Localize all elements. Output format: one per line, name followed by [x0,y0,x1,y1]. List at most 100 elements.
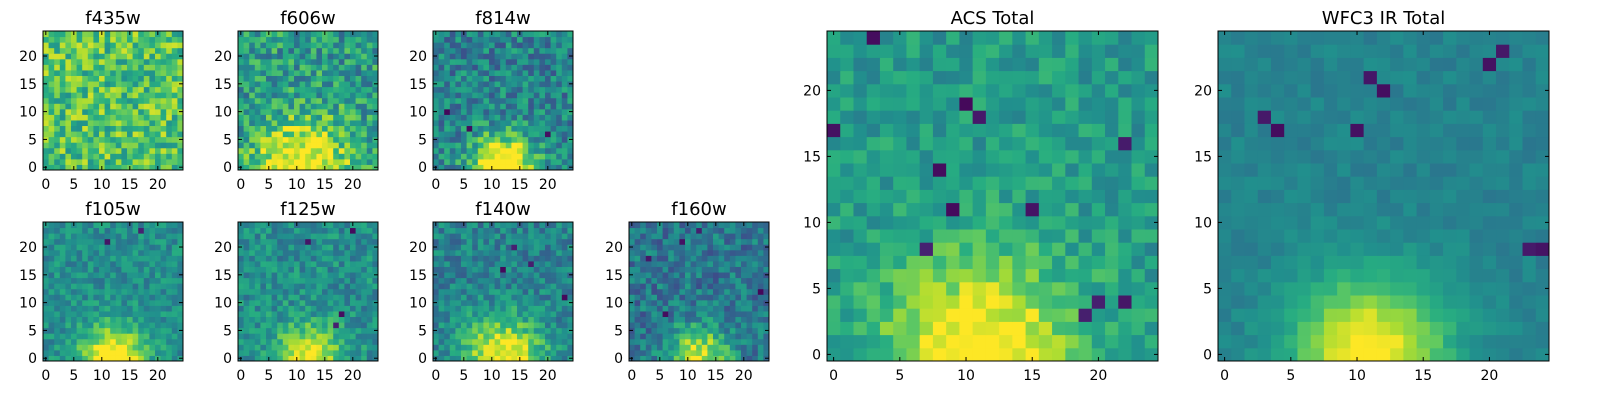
heatmap-cell [853,295,868,309]
heatmap-cell [132,272,139,279]
heatmap-cell [1105,321,1119,336]
heatmap-cell [561,53,568,60]
heatmap-cell [433,114,440,121]
heatmap-cell [372,114,379,121]
heatmap-cell [48,294,55,301]
heatmap-cell [840,229,854,243]
heatmap-cell [71,349,78,356]
heatmap-cell [76,344,83,351]
heatmap-cell [87,266,94,273]
heatmap-cell [266,158,273,165]
heatmap-cell [466,47,473,54]
heatmap-cell [455,283,462,290]
heatmap-cell [533,147,540,154]
heatmap-cell [707,249,714,256]
heatmap-cell [466,249,473,256]
heatmap-cell [260,31,267,38]
heatmap-cell [539,255,546,262]
heatmap-cell [310,86,317,93]
heatmap-cell [629,227,636,234]
heatmap-cell [71,108,78,115]
heatmap-cell [299,349,306,356]
heatmap-cell [1091,281,1106,296]
y-tick-label: 5 [28,132,37,148]
heatmap-cell [444,53,451,60]
heatmap-cell [696,333,703,340]
heatmap-cell [110,42,117,49]
heatmap-cell [919,149,934,164]
heatmap-cell [645,327,652,334]
heatmap-cell [567,31,574,38]
heatmap-cell [177,125,184,132]
heatmap-cell [449,355,456,362]
heatmap-cell [43,86,50,93]
heatmap-cell [127,97,134,104]
heatmap-cell [472,108,479,115]
heatmap-cell [645,249,652,256]
heatmap-cell [455,338,462,345]
heatmap-cell [713,272,720,279]
heatmap-cell [266,349,273,356]
heatmap-cell [1025,189,1040,204]
heatmap-cell [505,31,512,38]
heatmap-cell [277,255,284,262]
heatmap-cell [310,103,317,110]
heatmap-cell [322,131,329,138]
heatmap-cell [668,266,675,273]
heatmap-cell [556,164,563,171]
heatmap-cell [299,75,306,82]
heatmap-cell [679,288,686,295]
heatmap-cell [634,322,641,329]
heatmap-cell [932,215,947,230]
heatmap-cell [65,64,72,71]
heatmap-cell [177,266,184,273]
heatmap-cell [177,294,184,301]
heatmap-cell [472,36,479,43]
heatmap-cell [316,153,323,160]
heatmap-cell [707,299,714,306]
heatmap-cell [840,347,854,362]
heatmap-cell [82,58,89,65]
heatmap-cell [494,272,501,279]
heatmap-cell [82,333,89,340]
heatmap-cell [1052,321,1066,336]
heatmap-cell [433,36,440,43]
heatmap-cell [763,322,770,329]
heatmap-cell [685,327,692,334]
heatmap-cell [110,119,117,127]
heatmap-cell [1065,189,1080,204]
heatmap-cell [266,136,273,143]
heatmap-cell [517,327,524,334]
heatmap-cell [707,272,714,279]
heatmap-cell [82,222,89,229]
heatmap-cell [271,283,278,290]
heatmap-cell [271,233,278,240]
heatmap-cell [99,75,106,82]
heatmap-cell [645,344,652,351]
heatmap-cell [327,147,334,154]
heatmap-cell [634,255,641,262]
heatmap-cell [522,238,529,245]
heatmap-cell [104,119,111,127]
heatmap-cell [266,147,273,154]
heatmap-cell [472,75,479,82]
heatmap-cell [76,164,83,171]
heatmap-cell [461,147,468,154]
heatmap-cell [344,97,351,104]
heatmap-cell [505,69,512,76]
heatmap-cell [271,75,278,82]
heatmap-cell [271,158,278,165]
heatmap-cell [266,294,273,301]
heatmap-cell [972,163,987,177]
heatmap-cell [449,47,456,54]
heatmap-cell [282,294,289,301]
heatmap-cell [344,338,351,345]
heatmap-cell [517,92,524,99]
heatmap-cell [662,255,669,262]
heatmap-cell [550,272,557,279]
heatmap-cell [266,108,273,115]
heatmap-cell [143,338,150,345]
heatmap-cell [489,158,496,165]
heatmap-cell [1105,295,1119,309]
